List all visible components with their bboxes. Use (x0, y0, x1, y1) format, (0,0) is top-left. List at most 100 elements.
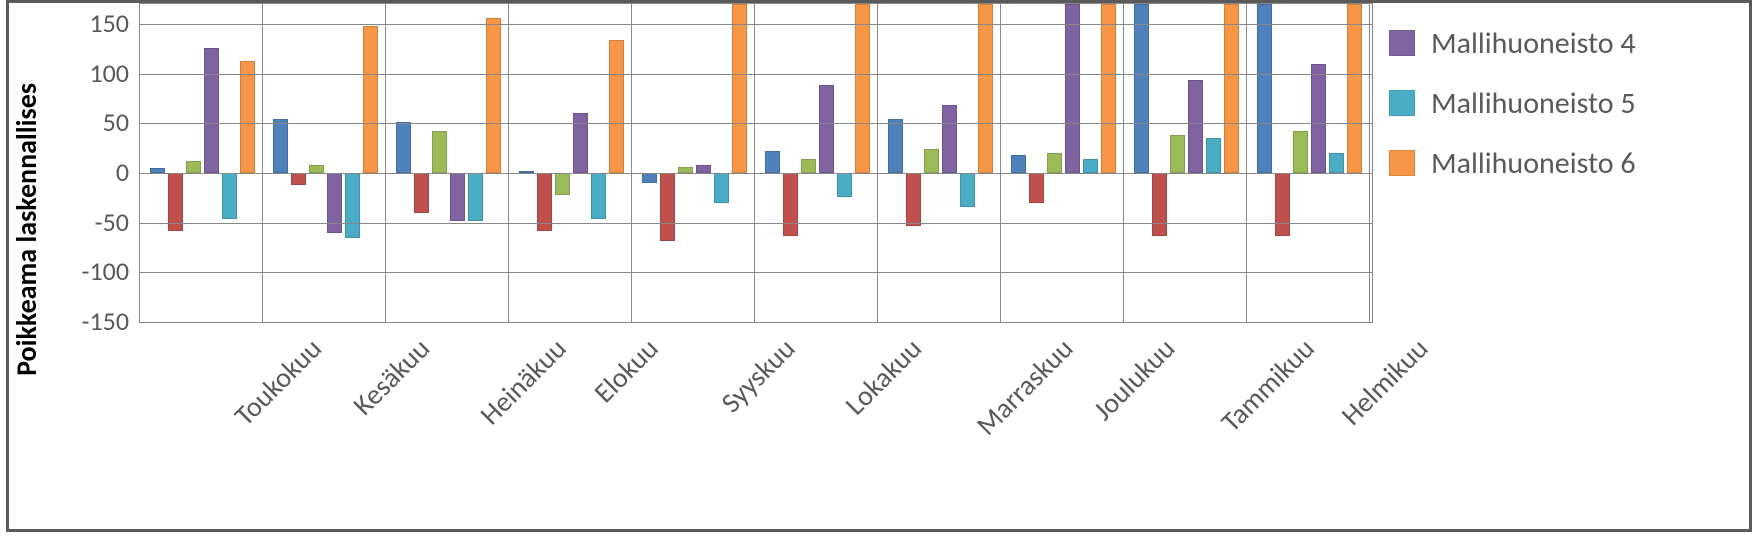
x-tick-label: Tammikuu (1213, 331, 1321, 439)
bar-group (386, 4, 509, 322)
y-tick-label: 100 (59, 57, 129, 89)
bar-group (632, 4, 755, 322)
bar (1083, 159, 1098, 173)
bar (1224, 4, 1239, 173)
gridline (140, 24, 1372, 25)
bar (1347, 4, 1362, 173)
bar (714, 173, 729, 203)
x-tick-label: Heinäkuu (472, 331, 573, 432)
bar (486, 18, 501, 173)
bar (1311, 64, 1326, 173)
bar (960, 173, 975, 207)
bar (1152, 173, 1167, 236)
legend: Mallihuoneisto 3Mallihuoneisto 4Mallihuo… (1389, 0, 1735, 193)
x-tick-label: Joulukuu (1085, 331, 1181, 427)
bar (186, 161, 201, 173)
bar (345, 173, 360, 238)
y-tick-label: 50 (59, 106, 129, 138)
y-tick-label: -50 (59, 206, 129, 238)
bar (1257, 4, 1272, 173)
x-tick-label: Helmikuu (1333, 331, 1434, 432)
bar (819, 85, 834, 172)
bar (942, 105, 957, 173)
bar-group (263, 4, 386, 322)
legend-item: Mallihuoneisto 4 (1389, 13, 1735, 73)
bar (696, 165, 711, 173)
bar (1170, 135, 1185, 173)
bar (837, 173, 852, 197)
x-axis-labels: ToukokuuKesäkuuHeinäkuuElokuuSyyskuuLoka… (139, 323, 1373, 523)
bar (924, 149, 939, 173)
x-tick-label: Toukokuu (226, 331, 328, 433)
bar (1029, 173, 1044, 203)
gridline (140, 272, 1372, 273)
x-tick-label: Syyskuu (713, 331, 802, 420)
bar (732, 4, 747, 173)
bar (573, 113, 588, 173)
bar (801, 159, 816, 173)
legend-label: Mallihuoneisto 4 (1431, 25, 1636, 62)
bar-group (1001, 4, 1124, 322)
gridline (140, 74, 1372, 75)
y-tick-label: -150 (59, 305, 129, 337)
bar (591, 173, 606, 219)
legend-label: Mallihuoneisto 5 (1431, 85, 1636, 122)
bar (414, 173, 429, 213)
bar (660, 173, 675, 241)
bar-group (1124, 4, 1247, 322)
bar (1188, 80, 1203, 173)
x-tick-label: Lokakuu (837, 331, 928, 422)
bar-group (878, 4, 1001, 322)
bar (855, 4, 870, 173)
y-tick-label: 0 (59, 156, 129, 188)
bar (888, 119, 903, 173)
y-axis-ticks: 150100500-50-100-150 (69, 3, 129, 323)
bar (204, 48, 219, 173)
chart-frame: Poikkeama laskennallises 150100500-50-10… (6, 0, 1752, 532)
bar-group (509, 4, 632, 322)
legend-item: Mallihuoneisto 5 (1389, 73, 1735, 133)
legend-swatch (1389, 150, 1415, 176)
bar (1293, 131, 1308, 173)
bar (1011, 155, 1026, 173)
bar (609, 40, 624, 173)
bar (309, 165, 324, 173)
y-tick-label: 150 (59, 7, 129, 39)
plot-area (139, 3, 1373, 323)
x-tick-label: Marraskuu (968, 331, 1079, 442)
bar (1134, 4, 1149, 173)
gridline (140, 223, 1372, 224)
legend-swatch (1389, 90, 1415, 116)
bar-group (140, 4, 263, 322)
bar (978, 4, 993, 173)
category-divider (1369, 4, 1370, 322)
bar (906, 173, 921, 226)
bar (1065, 4, 1080, 173)
bar (1101, 4, 1116, 173)
bar-group (1247, 4, 1370, 322)
bar (273, 119, 288, 173)
bar (1206, 138, 1221, 173)
bar (450, 173, 465, 221)
y-axis-label: Poikkeama laskennallises (9, 83, 44, 376)
bars-container (140, 4, 1372, 322)
y-tick-label: -100 (59, 255, 129, 287)
bar (291, 173, 306, 185)
bar (765, 151, 780, 173)
gridline (140, 123, 1372, 124)
legend-swatch (1389, 30, 1415, 56)
bar (1275, 173, 1290, 236)
bar (783, 173, 798, 236)
bar (240, 61, 255, 173)
bar (555, 173, 570, 195)
legend-label: Mallihuoneisto 6 (1431, 145, 1636, 182)
gridline (140, 173, 1372, 174)
bar (468, 173, 483, 221)
x-tick-label: Elokuu (586, 331, 665, 410)
legend-item: Mallihuoneisto 6 (1389, 133, 1735, 193)
bar (432, 131, 447, 173)
bar (222, 173, 237, 219)
bar (363, 26, 378, 173)
bar-group (755, 4, 878, 322)
bar (396, 122, 411, 173)
